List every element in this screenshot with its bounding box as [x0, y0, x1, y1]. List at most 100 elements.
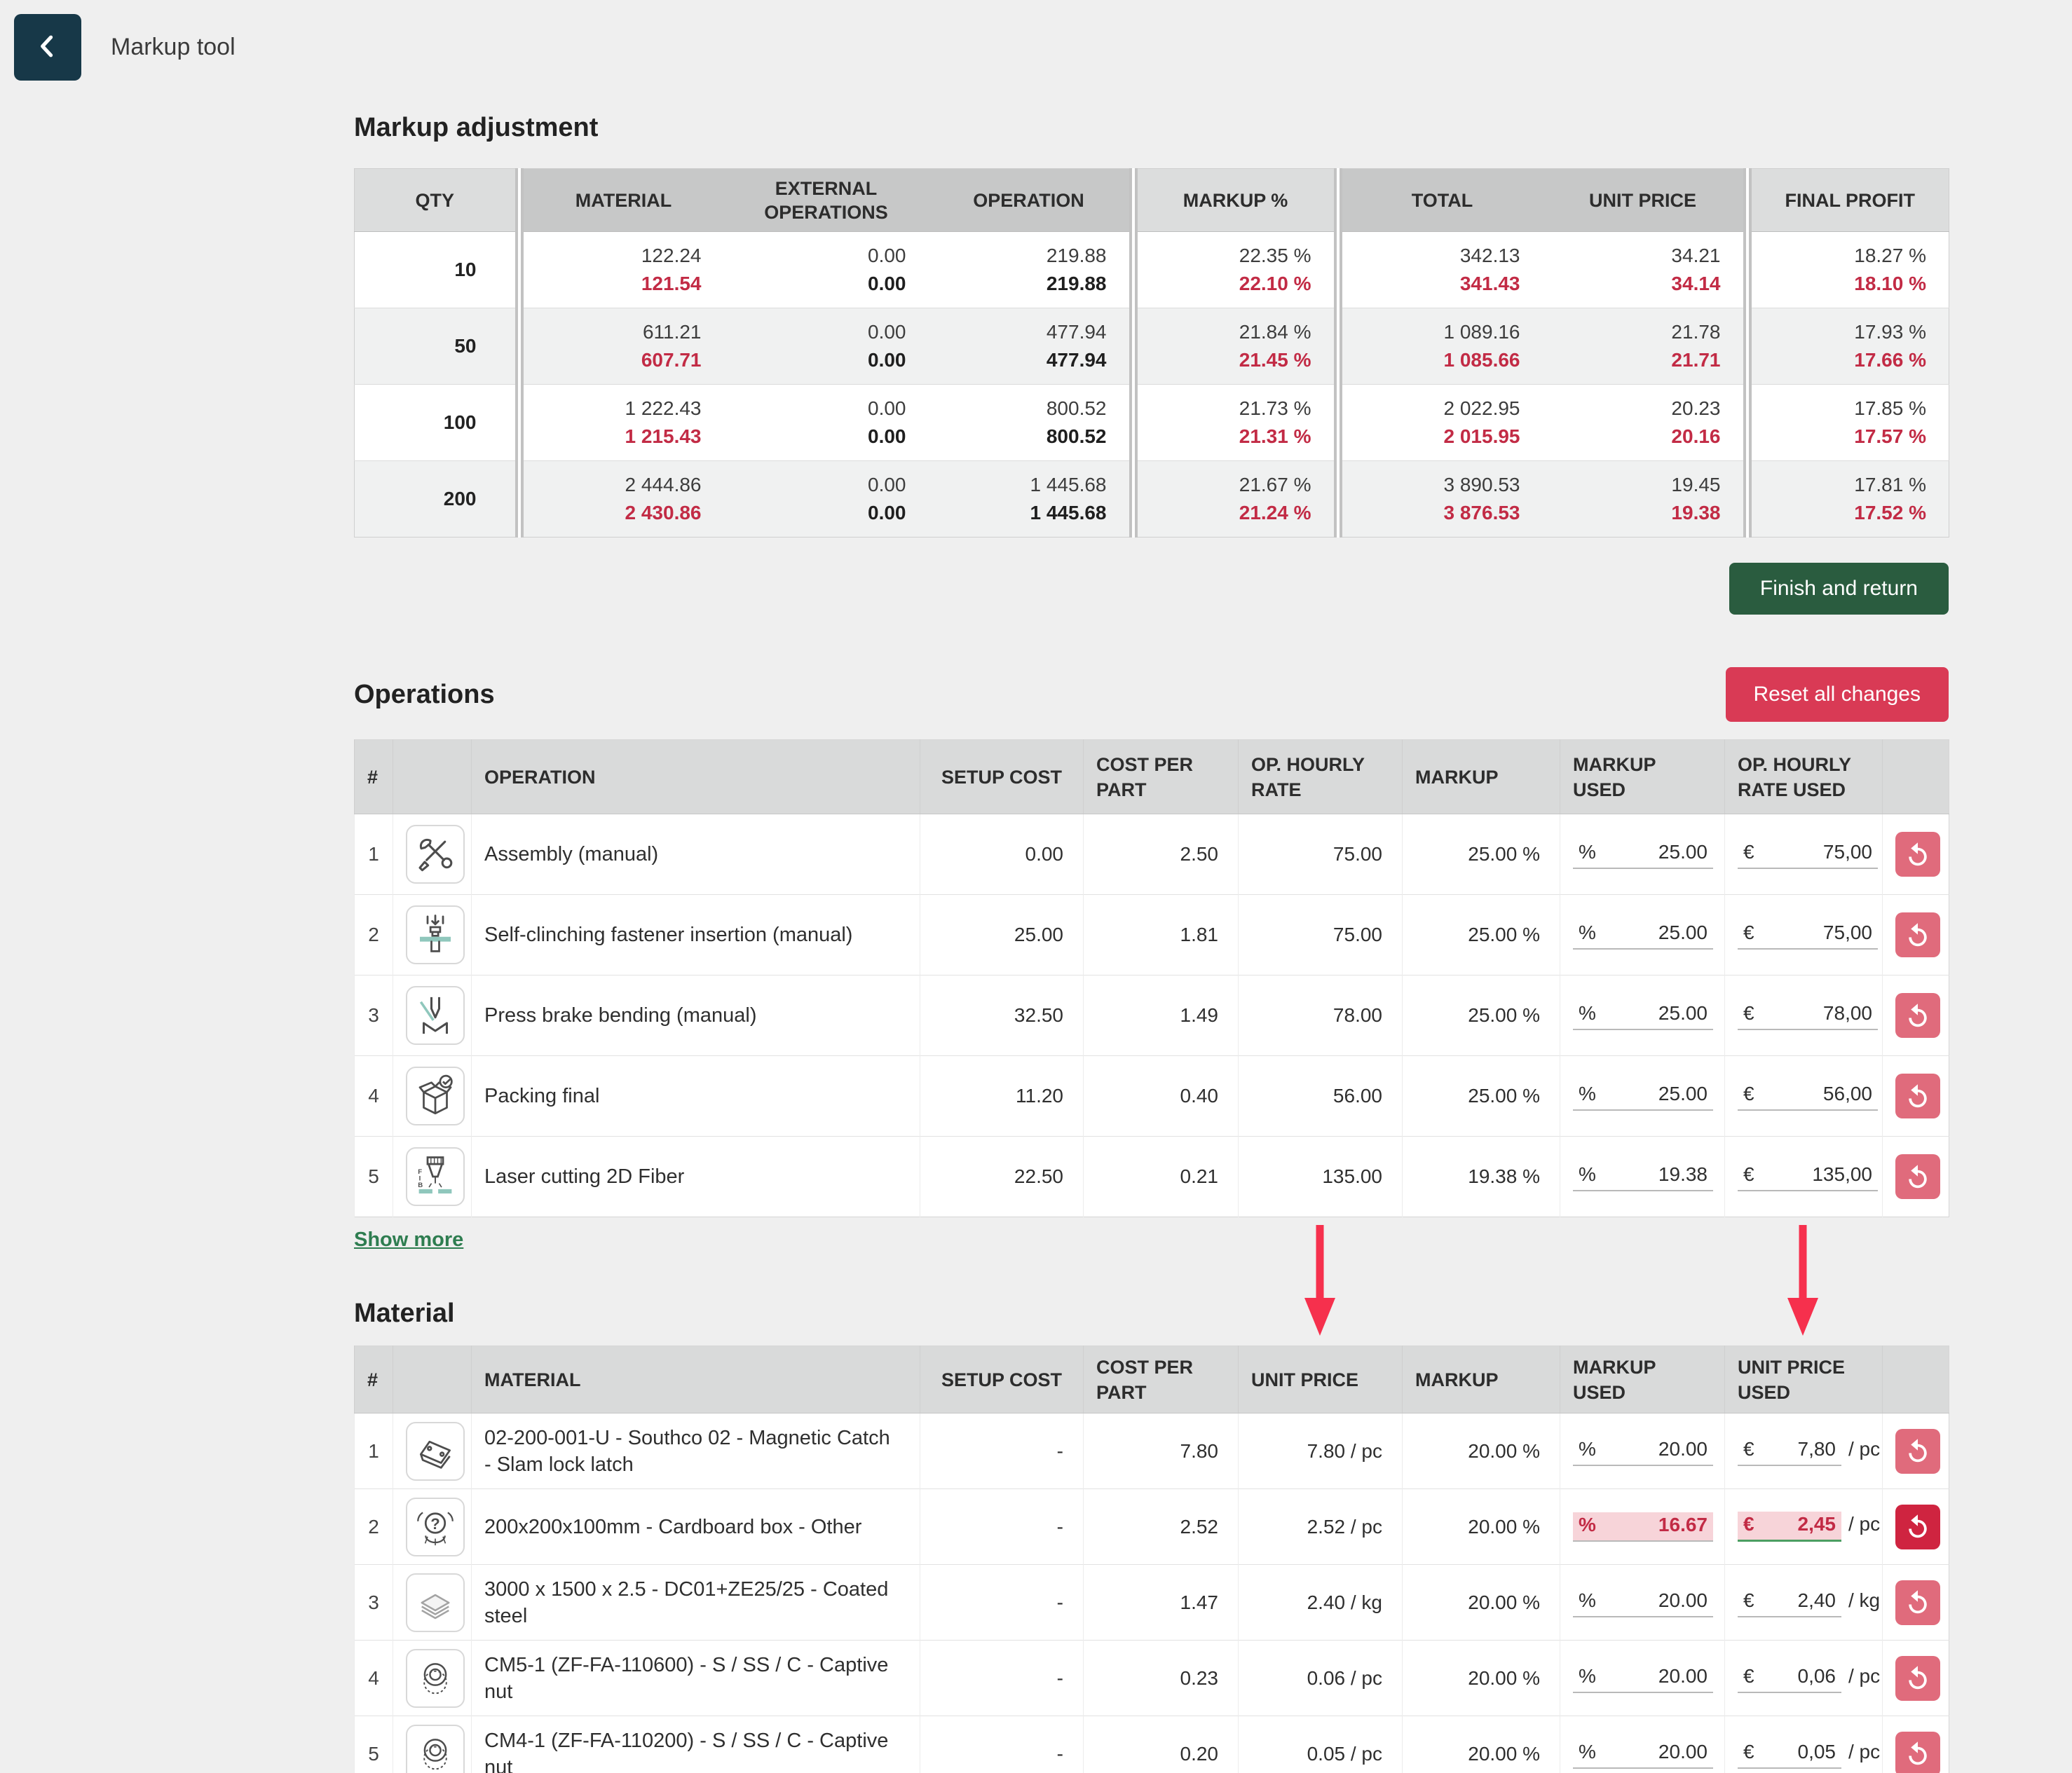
operation-name: Packing final [471, 1055, 920, 1137]
reset-row-button[interactable] [1895, 1731, 1940, 1773]
unit-price-base-value: 19.45 [1671, 474, 1721, 495]
setup-cost-value: 11.20 [920, 1055, 1084, 1137]
col-mat-unit-price-used: UNIT PRICE USED [1724, 1346, 1883, 1413]
operation-cost-cell: 1 445.68 1 445.68 [928, 460, 1133, 538]
percent-prefix: % [1579, 922, 1596, 943]
reset-row-button[interactable] [1895, 1655, 1940, 1701]
reset-row-button[interactable] [1895, 1504, 1940, 1549]
markup-used-cell: % 19.38 [1560, 1136, 1725, 1217]
markup-used-cell: % 25.00 [1560, 1055, 1725, 1137]
markup-adjustment-table: QTY MATERIAL EXTERNAL OPERATIONS OPERATI… [354, 168, 1949, 538]
total-cell: 342.13 341.43 [1333, 231, 1543, 308]
reset-row-button[interactable] [1895, 912, 1940, 957]
material-number: 4 [354, 1640, 393, 1716]
markup-used-input[interactable]: % 20.00 [1573, 1739, 1713, 1769]
percent-prefix: % [1579, 1437, 1596, 1460]
setup-cost-value: 22.50 [920, 1136, 1084, 1217]
col-mat-markup-used: MARKUP USED [1560, 1346, 1725, 1413]
col-material: MATERIAL [514, 168, 724, 232]
unit-price-used-input[interactable]: € 0,06 [1738, 1664, 1841, 1693]
unit-price-used-value: 19.38 [1671, 502, 1721, 523]
reset-row-button[interactable] [1895, 993, 1940, 1038]
undo-icon [1905, 922, 1930, 949]
operation-icon [406, 1147, 465, 1206]
unit-price-used-value: 21.71 [1671, 349, 1721, 371]
reset-row-button[interactable] [1895, 1154, 1940, 1199]
markup-used-input[interactable]: % 25.00 [1573, 1001, 1713, 1030]
total-used-value: 3 876.53 [1443, 502, 1520, 523]
hourly-rate-used-input[interactable]: € 78,00 [1738, 1001, 1878, 1030]
reset-row-button[interactable] [1895, 1580, 1940, 1625]
operation-icon-cell [393, 894, 472, 976]
unit-price-used-value: 34.14 [1671, 273, 1721, 294]
unit-price-used-cell: € 2,45 / pc [1724, 1488, 1883, 1565]
unit-price-used-input[interactable]: € 7,80 [1738, 1437, 1841, 1466]
reset-row-button[interactable] [1895, 1074, 1940, 1118]
operation-icon [406, 986, 465, 1045]
undo-icon [1905, 1083, 1930, 1110]
cost-per-part-value: 0.40 [1083, 1055, 1239, 1137]
markup-value: 20.00 % [1402, 1564, 1560, 1641]
markup-used-input[interactable]: % 20.00 [1573, 1437, 1713, 1466]
hourly-rate-used-input[interactable]: € 75,00 [1738, 920, 1878, 950]
final-profit-used-value: 17.52 % [1854, 502, 1926, 523]
unit-price-used-input[interactable]: € 2,45 [1738, 1512, 1841, 1542]
markup-pct-cell: 21.84 % 21.45 % [1129, 308, 1338, 385]
operation-used-value: 1 445.68 [1030, 502, 1107, 523]
show-more-link[interactable]: Show more [354, 1228, 464, 1251]
material-used-value: 607.71 [641, 349, 702, 371]
qty-value: 10 [354, 231, 519, 308]
col-mat-cost-per-part: COST PER PART [1083, 1346, 1239, 1413]
col-op-setup-cost: SETUP COST [920, 739, 1084, 814]
reset-all-changes-button[interactable]: Reset all changes [1725, 667, 1949, 722]
unit-price-base-value: 34.21 [1671, 245, 1721, 266]
operation-used-value: 477.94 [1046, 349, 1107, 371]
hourly-rate-used-cell: € 75,00 [1724, 894, 1883, 976]
col-op-hourly-rate-used: OP. HOURLY RATE USED [1724, 739, 1883, 814]
markup-adjustment-row: 100 1 222.43 1 215.43 0.00 0.00 800.52 8… [354, 384, 1949, 461]
external-base-value: 0.00 [868, 474, 906, 495]
markup-value: 25.00 % [1402, 1055, 1560, 1137]
total-used-value: 341.43 [1459, 273, 1520, 294]
unit-price-used-input[interactable]: € 0,05 [1738, 1739, 1841, 1769]
markup-used-input[interactable]: % 25.00 [1573, 920, 1713, 950]
setup-cost-value: - [920, 1640, 1084, 1716]
markup-used-value: 22.10 % [1239, 273, 1311, 294]
hourly-rate-used-value: 75,00 [1822, 922, 1872, 943]
material-base-value: 122.24 [641, 245, 702, 266]
hourly-rate-used-input[interactable]: € 75,00 [1738, 840, 1878, 869]
external-operations-cell: 0.00 0.00 [723, 384, 929, 461]
material-row: 3 3000 x 1500 x 2.5 - DC01+ZE25/25 - Coa… [354, 1564, 1949, 1641]
markup-used-value: 20.00 [1658, 1740, 1708, 1762]
reset-row-button[interactable] [1895, 1428, 1940, 1474]
hourly-rate-used-input[interactable]: € 56,00 [1738, 1081, 1878, 1111]
hourly-rate-used-cell: € 75,00 [1724, 814, 1883, 895]
finish-and-return-button[interactable]: Finish and return [1729, 563, 1949, 615]
markup-used-input[interactable]: % 20.00 [1573, 1588, 1713, 1617]
material-heading: Material [354, 1299, 455, 1328]
hourly-rate-used-input[interactable]: € 135,00 [1738, 1162, 1878, 1191]
operation-icon [406, 905, 465, 964]
percent-prefix: % [1579, 1002, 1596, 1024]
row-actions-cell [1882, 975, 1949, 1056]
back-button[interactable] [14, 14, 81, 81]
operation-number: 3 [354, 975, 393, 1056]
markup-used-cell: % 25.00 [1560, 814, 1725, 895]
markup-used-input[interactable]: % 25.00 [1573, 840, 1713, 869]
markup-used-input[interactable]: % 16.67 [1573, 1512, 1713, 1542]
operation-number: 5 [354, 1136, 393, 1217]
markup-used-input[interactable]: % 25.00 [1573, 1081, 1713, 1111]
unit-price-value: 0.06 / pc [1238, 1640, 1403, 1716]
markup-base-value: 21.67 % [1239, 474, 1311, 495]
unit-price-used-input[interactable]: € 2,40 [1738, 1588, 1841, 1617]
euro-prefix: € [1743, 1664, 1754, 1687]
undo-icon [1905, 1437, 1930, 1465]
total-base-value: 2 022.95 [1443, 397, 1520, 419]
markup-used-input[interactable]: % 20.00 [1573, 1664, 1713, 1693]
col-op-icon [393, 739, 472, 814]
reset-row-button[interactable] [1895, 832, 1940, 877]
operation-row: 2 Self-clinching fastener insertion (man… [354, 894, 1949, 976]
col-mat-unit-price: UNIT PRICE [1238, 1346, 1403, 1413]
material-name: CM4-1 (ZF-FA-110200) - S / SS / C - Capt… [471, 1716, 920, 1773]
markup-used-input[interactable]: % 19.38 [1573, 1162, 1713, 1191]
